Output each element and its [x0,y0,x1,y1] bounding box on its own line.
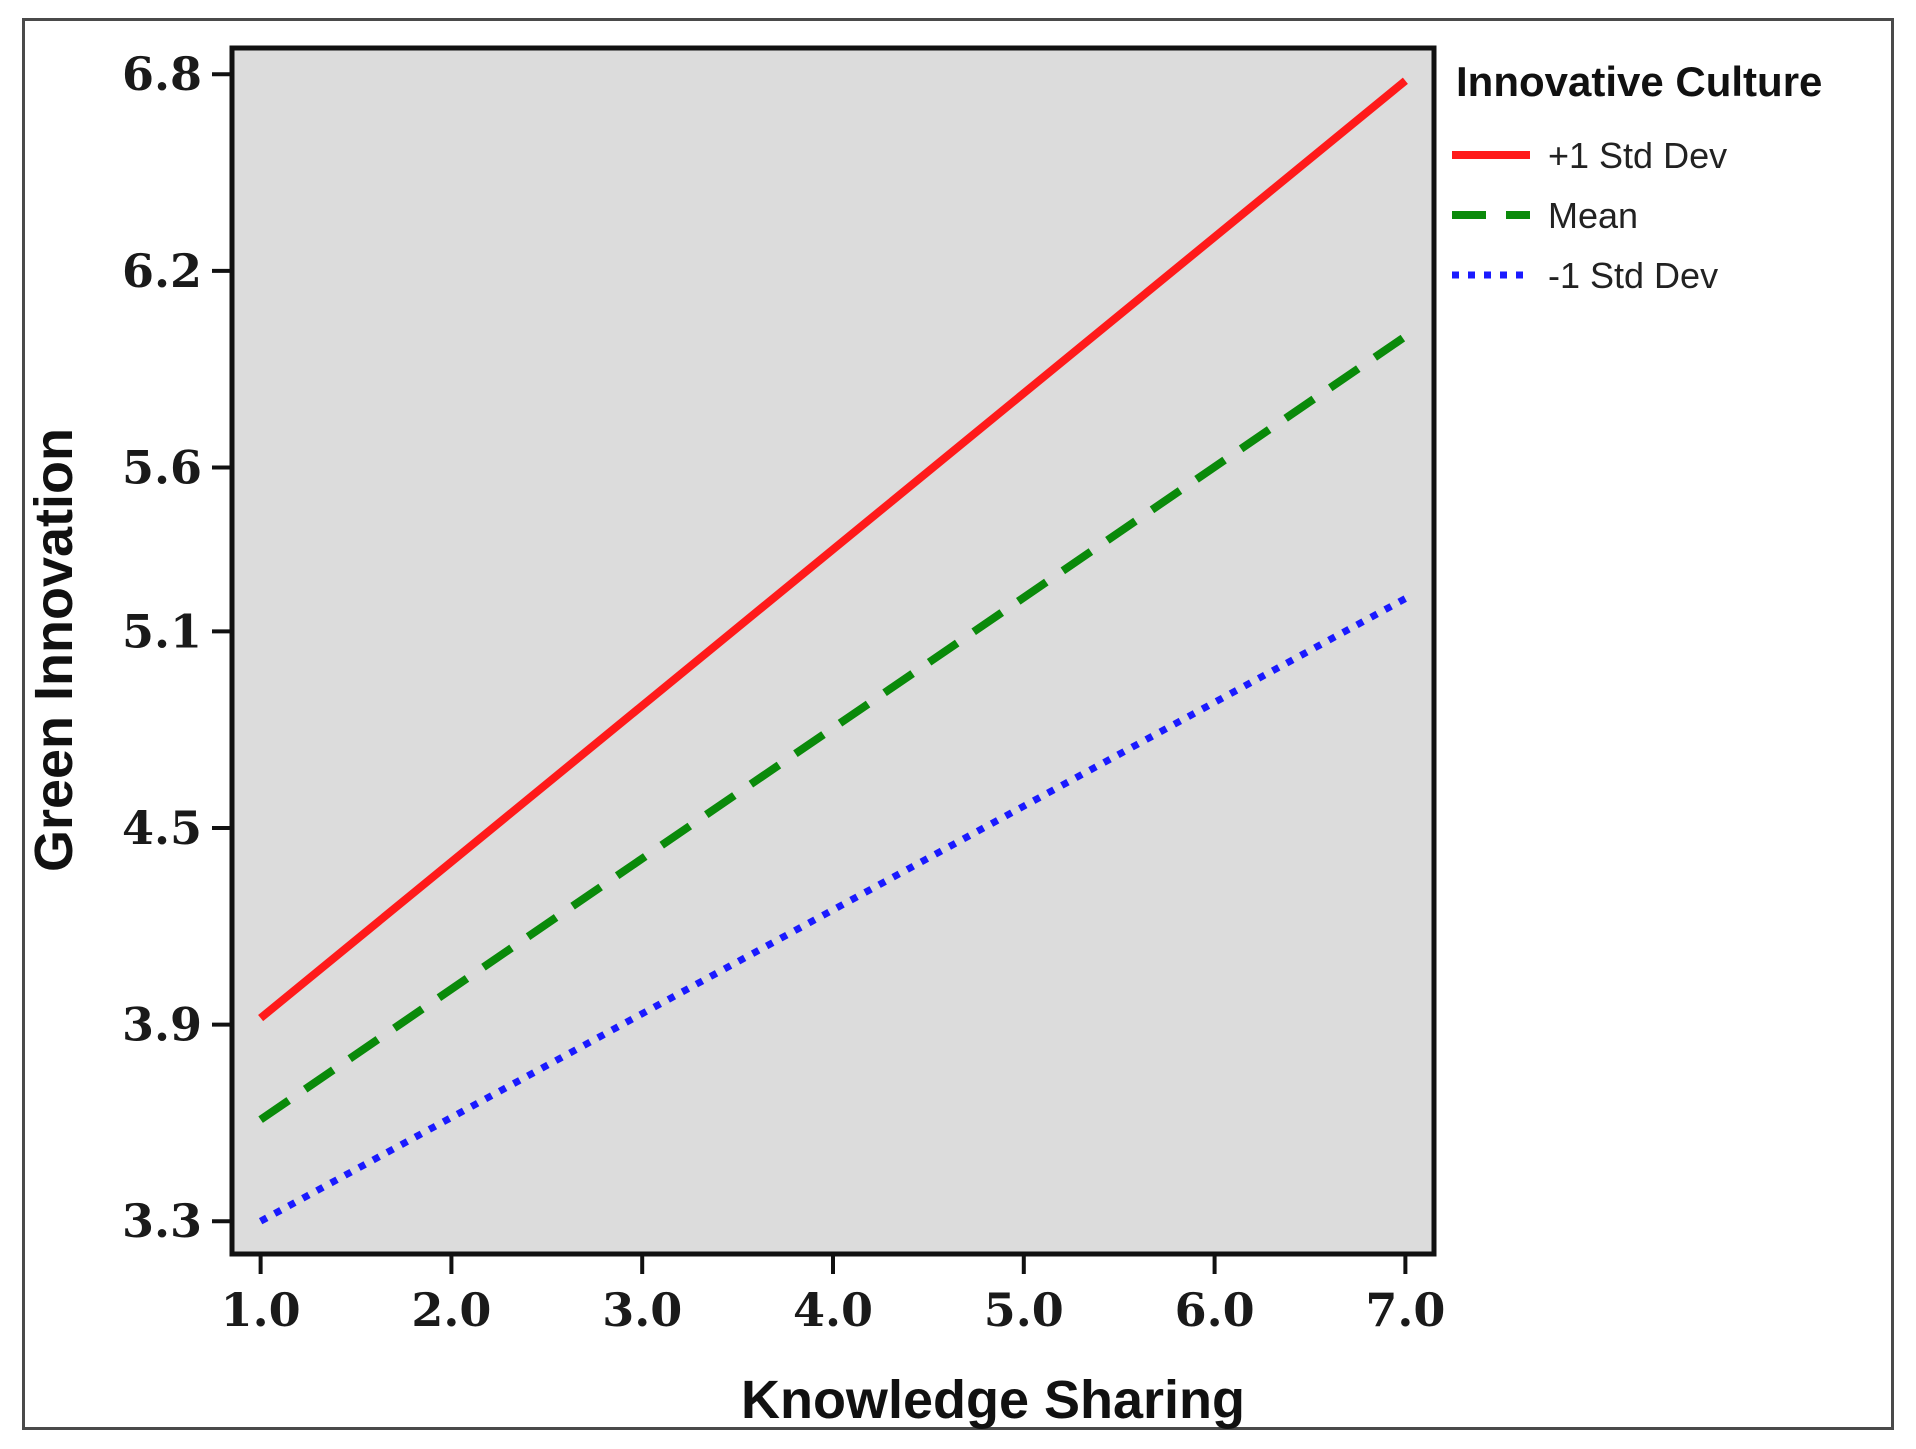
x-tick-label: 1.0 [221,1283,301,1337]
y-axis-title: Green Innovation [24,428,84,872]
x-tick-label: 2.0 [411,1283,491,1337]
y-tick-label: 5.1 [122,604,202,658]
x-tick-label: 5.0 [984,1283,1064,1337]
series-lines [258,77,1408,1225]
legend: Innovative Culture +1 Std Dev Mean -1 Std … [1452,58,1822,296]
x-tick-label: 3.0 [602,1283,682,1337]
y-tick-label: 6.2 [122,244,202,298]
series-line-plusminus-1-std-dev [258,77,1408,1022]
y-tick-label: 5.6 [122,440,202,494]
series-line-mean [258,333,1408,1123]
y-axis-ticks: 3.3 3.9 4.5 5.1 5.6 6.2 6.8 [122,47,232,1248]
plot-area [229,45,1437,1257]
x-tick-label: 7.0 [1365,1283,1445,1337]
legend-items: +1 Std Dev Mean -1 Std Dev [1452,135,1727,296]
legend-label-minus-1-std-dev: -1 Std Dev [1548,255,1718,296]
x-tick-label: 4.0 [793,1283,873,1337]
legend-label-mean: Mean [1548,195,1638,236]
y-tick-label: 4.5 [122,801,202,855]
y-tick-label: 6.8 [122,47,202,101]
x-axis-ticks: 1.0 2.0 3.0 4.0 5.0 6.0 7.0 [221,1254,1445,1337]
legend-label-plusminus-1-std-dev: +1 Std Dev [1548,135,1727,176]
y-tick-label: 3.9 [122,998,202,1052]
y-tick-label: 3.3 [122,1194,202,1248]
x-tick-label: 6.0 [1175,1283,1255,1337]
x-axis-title: Knowledge Sharing [741,1370,1245,1430]
legend-title: Innovative Culture [1456,58,1822,105]
